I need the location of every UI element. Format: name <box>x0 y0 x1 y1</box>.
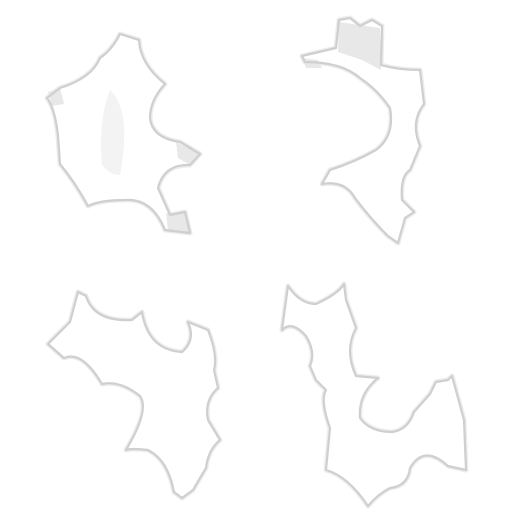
puzzle-piece-4[interactable] <box>279 281 469 509</box>
puzzle-piece-1[interactable] <box>44 31 203 236</box>
puzzle-piece-3[interactable] <box>45 289 223 501</box>
puzzle-piece-2[interactable] <box>299 15 427 246</box>
